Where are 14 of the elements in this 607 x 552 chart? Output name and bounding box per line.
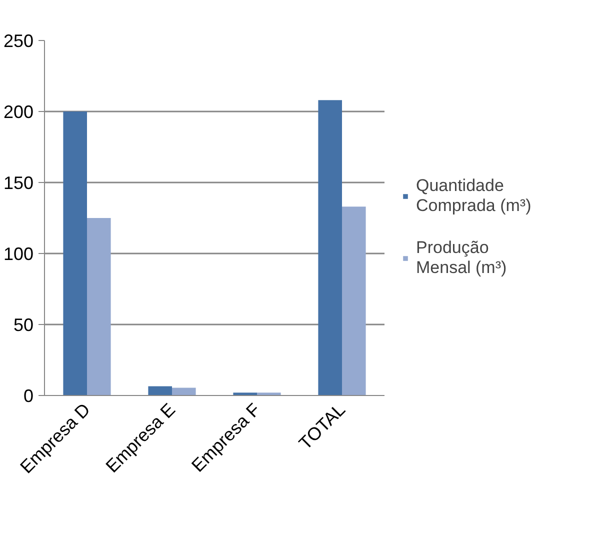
- bar: [87, 218, 111, 396]
- bar: [63, 112, 87, 396]
- y-tick-label: 0: [23, 386, 34, 406]
- legend-label: Produção Mensal (m³): [416, 238, 507, 278]
- y-tick-label: 100: [3, 244, 34, 264]
- y-tick-label: 50: [13, 315, 34, 335]
- bar: [172, 388, 196, 396]
- y-tick-label: 200: [3, 102, 34, 122]
- bar: [148, 386, 172, 396]
- legend-label: Quantidade Comprada (m³): [416, 176, 532, 216]
- y-tick-label: 250: [3, 31, 34, 51]
- bar: [318, 100, 342, 396]
- y-tick-label: 150: [3, 173, 34, 193]
- bar: [342, 206, 366, 396]
